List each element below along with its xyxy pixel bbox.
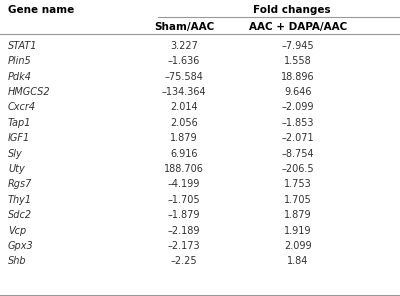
Text: Cxcr4: Cxcr4: [8, 102, 36, 112]
Text: –1.705: –1.705: [168, 195, 200, 205]
Text: –2.071: –2.071: [282, 133, 314, 143]
Text: –206.5: –206.5: [282, 164, 314, 174]
Text: Plin5: Plin5: [8, 56, 32, 66]
Text: 188.706: 188.706: [164, 164, 204, 174]
Text: Gene name: Gene name: [8, 5, 74, 15]
Text: 2.014: 2.014: [170, 102, 198, 112]
Text: HMGCS2: HMGCS2: [8, 87, 51, 97]
Text: –75.584: –75.584: [164, 72, 204, 82]
Text: Rgs7: Rgs7: [8, 179, 32, 189]
Text: –2.099: –2.099: [282, 102, 314, 112]
Text: Sdc2: Sdc2: [8, 210, 32, 220]
Text: 1.879: 1.879: [284, 210, 312, 220]
Text: Thy1: Thy1: [8, 195, 32, 205]
Text: STAT1: STAT1: [8, 41, 38, 51]
Text: 18.896: 18.896: [281, 72, 315, 82]
Text: –2.25: –2.25: [171, 256, 197, 266]
Text: Sham/AAC: Sham/AAC: [154, 22, 214, 32]
Text: IGF1: IGF1: [8, 133, 30, 143]
Text: 9.646: 9.646: [284, 87, 312, 97]
Text: 6.916: 6.916: [170, 149, 198, 159]
Text: –2.189: –2.189: [168, 226, 200, 236]
Text: 1.558: 1.558: [284, 56, 312, 66]
Text: Sly: Sly: [8, 149, 23, 159]
Text: Shb: Shb: [8, 256, 27, 266]
Text: 1.879: 1.879: [170, 133, 198, 143]
Text: AAC + DAPA/AAC: AAC + DAPA/AAC: [249, 22, 347, 32]
Text: Gpx3: Gpx3: [8, 241, 34, 251]
Text: –2.173: –2.173: [168, 241, 200, 251]
Text: –1.853: –1.853: [282, 118, 314, 128]
Text: Fold changes: Fold changes: [253, 5, 331, 15]
Text: 3.227: 3.227: [170, 41, 198, 51]
Text: 1.919: 1.919: [284, 226, 312, 236]
Text: –134.364: –134.364: [162, 87, 206, 97]
Text: 1.705: 1.705: [284, 195, 312, 205]
Text: –8.754: –8.754: [282, 149, 314, 159]
Text: 1.84: 1.84: [287, 256, 309, 266]
Text: Vcp: Vcp: [8, 226, 26, 236]
Text: –7.945: –7.945: [282, 41, 314, 51]
Text: –4.199: –4.199: [168, 179, 200, 189]
Text: Tap1: Tap1: [8, 118, 32, 128]
Text: 2.099: 2.099: [284, 241, 312, 251]
Text: –1.636: –1.636: [168, 56, 200, 66]
Text: Uty: Uty: [8, 164, 25, 174]
Text: 1.753: 1.753: [284, 179, 312, 189]
Text: –1.879: –1.879: [168, 210, 200, 220]
Text: Pdk4: Pdk4: [8, 72, 32, 82]
Text: 2.056: 2.056: [170, 118, 198, 128]
